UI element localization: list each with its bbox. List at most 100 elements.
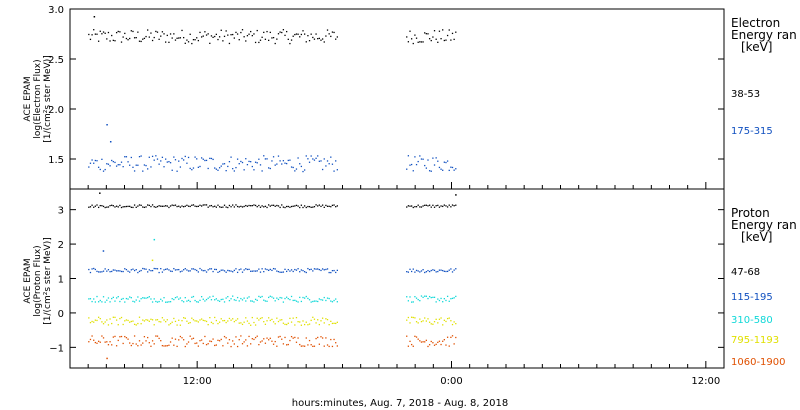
data-point: [222, 163, 224, 165]
data-point: [127, 205, 129, 208]
data-point: [451, 166, 454, 169]
data-point: [297, 268, 299, 270]
data-point: [428, 170, 431, 172]
data-point: [435, 205, 437, 207]
data-point: [236, 318, 239, 320]
data-point: [246, 268, 249, 271]
data-point: [310, 319, 312, 322]
data-point: [101, 335, 103, 337]
data-point: [254, 336, 257, 339]
data-point: [127, 319, 129, 322]
data-point: [254, 298, 257, 301]
data-point: [417, 160, 419, 163]
series-47-68: [88, 192, 457, 209]
data-point: [320, 320, 322, 322]
data-point: [214, 35, 216, 38]
data-point: [122, 297, 124, 300]
data-point: [440, 317, 442, 319]
data-point: [422, 320, 424, 322]
data-point: [232, 271, 234, 273]
data-point: [104, 301, 106, 303]
data-point: [179, 324, 182, 326]
data-point: [156, 158, 159, 160]
data-point: [217, 169, 219, 171]
data-point: [313, 268, 316, 270]
data-point: [178, 319, 180, 321]
data-point: [117, 270, 119, 272]
data-point: [407, 345, 410, 347]
data-point: [217, 271, 219, 273]
legend-entry: 38-53: [731, 89, 760, 100]
data-point: [142, 267, 144, 270]
data-point: [407, 271, 410, 273]
data-point: [151, 319, 154, 321]
data-point: [158, 163, 160, 165]
data-point: [406, 296, 408, 298]
data-point: [422, 296, 424, 299]
data-point: [276, 204, 278, 207]
data-point: [199, 31, 201, 34]
data-point: [424, 317, 426, 319]
data-point: [140, 298, 142, 300]
data-point: [437, 204, 439, 207]
data-point: [328, 271, 330, 274]
data-point: [202, 204, 204, 206]
legend-entry: 795-1193: [731, 335, 779, 346]
data-point: [104, 168, 106, 171]
data-point: [287, 343, 289, 346]
data-point: [130, 269, 132, 271]
data-point: [264, 323, 267, 325]
data-point: [171, 37, 173, 39]
data-point: [156, 319, 159, 321]
data-point: [194, 320, 196, 322]
data-point: [248, 322, 250, 325]
data-point: [218, 36, 221, 38]
data-point: [331, 163, 334, 165]
data-point: [313, 318, 316, 320]
data-point: [109, 301, 111, 303]
data-point: [112, 160, 114, 163]
data-point: [228, 339, 231, 341]
data-point: [153, 206, 155, 208]
data-point: [220, 269, 222, 271]
y-axis-label: ACE EPAMlog(Electron Flux)[1/(cm²s ster …: [23, 55, 53, 142]
data-point: [158, 300, 160, 303]
data-point: [419, 206, 421, 208]
data-point: [207, 323, 209, 326]
data-point: [438, 318, 441, 320]
data-point: [184, 317, 186, 319]
data-point: [166, 268, 168, 270]
data-point: [186, 204, 188, 206]
data-point: [440, 205, 442, 207]
data-point: [209, 42, 211, 45]
data-point: [194, 342, 196, 345]
data-point: [135, 164, 137, 166]
data-point: [186, 269, 188, 271]
data-point: [145, 206, 147, 208]
y-tick-label: 2.5: [48, 55, 64, 66]
data-point: [192, 295, 195, 298]
data-point: [153, 267, 155, 270]
data-point: [302, 296, 304, 299]
data-point: [272, 204, 275, 206]
data-point: [253, 338, 255, 341]
data-point: [284, 297, 286, 300]
data-point: [269, 319, 271, 322]
data-point: [451, 204, 454, 206]
data-point: [455, 168, 457, 170]
data-point: [268, 296, 270, 299]
data-point: [209, 205, 211, 207]
data-point: [407, 316, 410, 319]
legend-title: Energy ran: [731, 218, 797, 232]
data-point: [302, 206, 304, 209]
data-point: [433, 321, 436, 323]
data-point: [333, 269, 335, 272]
data-point: [243, 297, 245, 299]
legend-entry: 310-580: [731, 315, 773, 326]
data-point: [258, 158, 260, 160]
data-point: [155, 335, 157, 337]
data-point: [305, 41, 307, 43]
data-point: [435, 343, 437, 345]
data-point: [232, 318, 234, 320]
data-point: [446, 336, 449, 338]
